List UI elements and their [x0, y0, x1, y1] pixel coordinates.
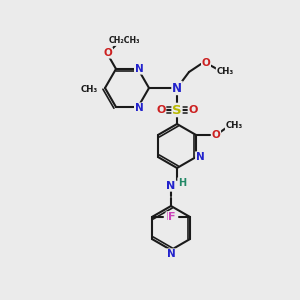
Text: N: N — [135, 103, 143, 113]
Text: F: F — [166, 212, 174, 222]
Text: N: N — [167, 181, 176, 191]
Text: N: N — [172, 82, 182, 94]
Text: O: O — [103, 48, 112, 58]
Text: CH₃: CH₃ — [80, 85, 98, 94]
Text: O: O — [188, 105, 198, 115]
Text: F: F — [168, 212, 176, 222]
Text: CH₂CH₃: CH₂CH₃ — [108, 36, 140, 45]
Text: CH₃: CH₃ — [216, 68, 234, 76]
Text: O: O — [212, 130, 220, 140]
Text: O: O — [156, 105, 166, 115]
Text: O: O — [202, 58, 210, 68]
Text: S: S — [172, 103, 182, 116]
Text: N: N — [135, 64, 143, 74]
Text: H: H — [178, 178, 186, 188]
Text: N: N — [167, 249, 176, 259]
Text: N: N — [196, 152, 204, 162]
Text: CH₃: CH₃ — [225, 121, 243, 130]
